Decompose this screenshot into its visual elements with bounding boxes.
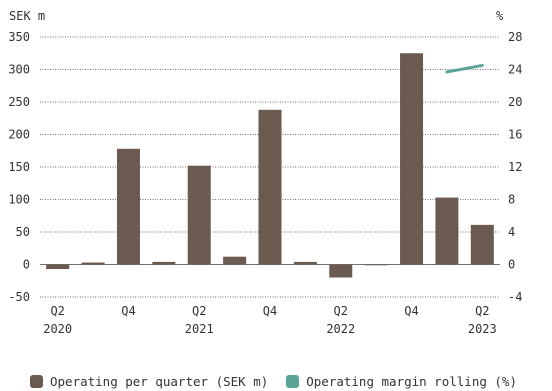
left-tick-label: 100	[8, 193, 30, 207]
left-tick-label: 300	[8, 63, 30, 77]
right-tick-label: 12	[508, 160, 522, 174]
x-tick-label: Q2	[334, 304, 348, 318]
right-axis-ticks: 28 24 20 16 12 8 4 0 -4	[508, 30, 522, 304]
left-tick-label: -50	[8, 290, 30, 304]
right-tick-label: 28	[508, 30, 522, 44]
right-tick-label: 20	[508, 95, 522, 109]
bar	[81, 262, 105, 265]
x-tick-label: Q4	[121, 304, 135, 318]
left-axis-ticks: 350 300 250 200 150 100 50 0 -50	[8, 30, 30, 304]
left-tick-label: 150	[8, 160, 30, 174]
bar	[258, 109, 282, 265]
left-axis-unit: SEK m	[9, 9, 45, 23]
right-tick-label: 0	[508, 258, 515, 272]
left-tick-label: 250	[8, 95, 30, 109]
x-axis-ticks: Q2 2020 Q4 Q2 2021 Q4 Q2 2022 Q4 Q2 2023	[43, 304, 497, 336]
x-tick-year: 2021	[185, 322, 214, 336]
right-tick-label: 24	[508, 63, 522, 77]
right-tick-label: -4	[508, 290, 522, 304]
x-tick-label: Q2	[50, 304, 64, 318]
bar	[223, 256, 247, 265]
bar	[435, 197, 459, 265]
right-tick-label: 8	[508, 193, 515, 207]
x-tick-year: 2020	[43, 322, 72, 336]
bar	[364, 264, 388, 266]
legend: Operating per quarter (SEK m) Operating …	[30, 374, 517, 389]
left-tick-label: 50	[16, 225, 30, 239]
left-tick-label: 350	[8, 30, 30, 44]
right-axis-unit: %	[496, 9, 504, 23]
legend-swatch-line	[286, 375, 300, 388]
x-tick-label: Q4	[263, 304, 277, 318]
legend-label-bars: Operating per quarter (SEK m)	[50, 374, 269, 389]
right-tick-label: 16	[508, 128, 522, 142]
x-tick-label: Q2	[475, 304, 489, 318]
x-tick-label: Q2	[192, 304, 206, 318]
left-tick-label: 0	[23, 258, 30, 272]
bar	[329, 264, 353, 278]
right-tick-label: 4	[508, 225, 515, 239]
legend-item-line: Operating margin rolling (%)	[286, 374, 517, 389]
bar	[152, 261, 176, 265]
bar	[46, 264, 70, 270]
x-tick-year: 2023	[468, 322, 497, 336]
bar	[470, 224, 494, 265]
margin-line	[445, 63, 484, 74]
x-tick-label: Q4	[404, 304, 418, 318]
bar-series	[46, 53, 494, 278]
legend-swatch-bars	[30, 375, 43, 388]
legend-item-bars: Operating per quarter (SEK m)	[30, 374, 268, 389]
bar	[187, 165, 211, 265]
line-series	[445, 63, 484, 74]
left-tick-label: 200	[8, 128, 30, 142]
bar	[293, 261, 317, 265]
legend-label-line: Operating margin rolling (%)	[306, 374, 517, 389]
x-tick-year: 2022	[326, 322, 355, 336]
bar	[400, 53, 424, 265]
bar	[116, 148, 140, 265]
